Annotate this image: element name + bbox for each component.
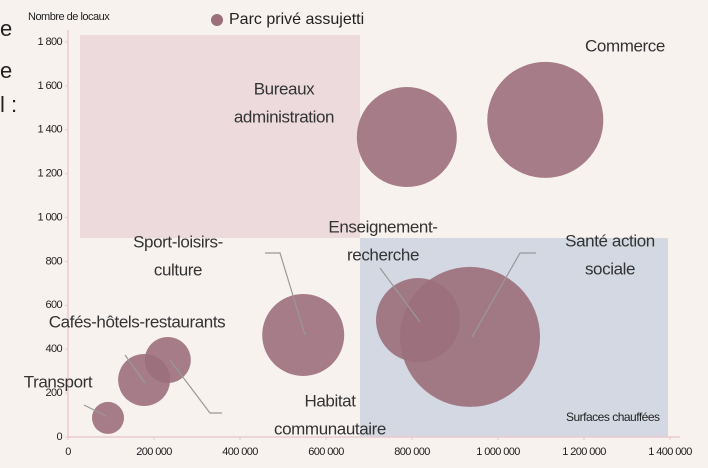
bubble-label: Santé action [565,231,655,250]
bubble-label: Bureaux [254,79,315,98]
bubble-label: recherche [347,245,419,264]
leader-line [83,404,107,417]
x-tick-label: 1 400 000 [648,446,692,458]
bubble-label: Enseignement- [328,217,437,236]
x-axis-label: Surfaces chauffées [566,410,660,424]
bubble-label: Transport [24,372,93,391]
y-tick-label: 400 [45,343,62,355]
leader-line [265,252,306,336]
x-tick-label: 1 200 000 [562,446,606,458]
x-tick-label: 0 [65,446,71,458]
bubble-label: Cafés-hôtels-restaurants [49,312,226,331]
x-tick-label: 1 000 000 [476,446,520,458]
bubble [487,61,604,178]
y-axis-label: Nombre de locaux [28,11,110,23]
y-tick-label: 1 800 [37,36,62,48]
bubble-label: administration [234,107,334,126]
y-tick-label: 1 400 [37,124,62,136]
bubble-label: sociale [585,259,635,278]
bubble-label: culture [154,260,202,279]
leader-line [169,359,222,414]
leader-line [379,267,421,323]
x-tick-label: 400 000 [222,446,258,458]
bubble [91,401,124,434]
bubble-label: Sport-loisirs- [133,232,223,251]
bubble-label: communautaire [274,419,386,438]
y-tick-label: 1 000 [37,211,62,223]
leader-line [124,354,146,384]
bubble [118,353,171,406]
y-tick-label: 200 [45,387,62,399]
y-tick-label: 1 200 [37,168,62,180]
y-tick-label: 0 [56,431,62,443]
y-tick-label: 600 [45,299,62,311]
bubble [400,266,541,407]
x-tick-label: 200 000 [136,446,172,458]
y-tick-label: 800 [45,255,62,267]
zone-tertiary [80,35,360,238]
bubble-label: Commerce [585,36,665,55]
fragment: l : [0,92,17,117]
x-tick-label: 800 000 [394,446,430,458]
y-tick-label: 1 600 [37,80,62,92]
bubble [356,87,457,188]
legend-swatch [211,14,223,26]
legend-label: Parc privé assujetti [229,11,364,28]
x-tick-label: 600 000 [308,446,344,458]
fragment: e [0,16,12,41]
fragment: e [0,58,12,83]
bubble-label: Habitat [304,391,356,410]
bubble [262,293,345,376]
leader-line [471,252,536,338]
